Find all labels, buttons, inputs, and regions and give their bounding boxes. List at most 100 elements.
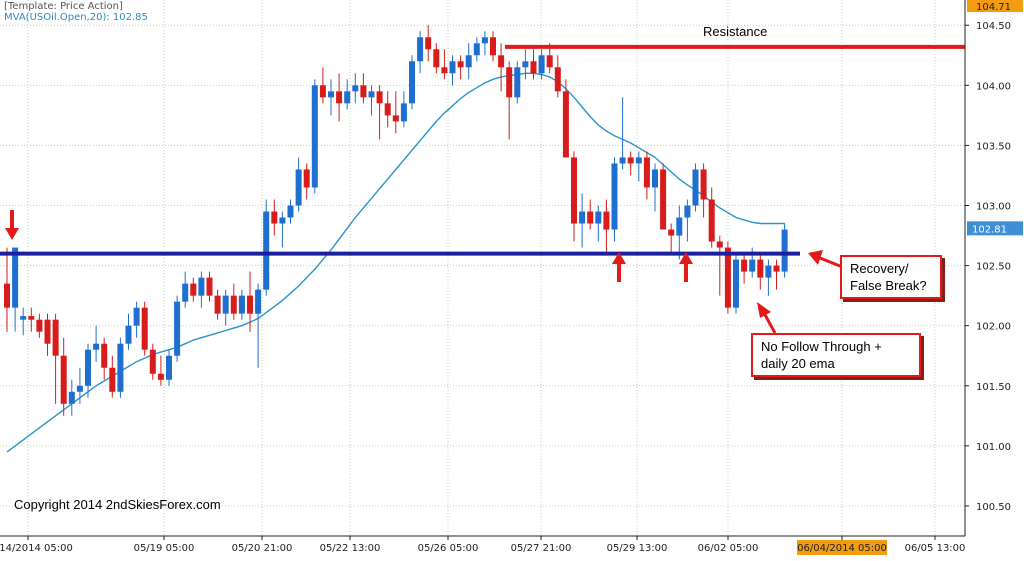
candle-bearish <box>52 313 59 404</box>
candle-body <box>384 103 391 116</box>
candle-bearish <box>643 151 650 200</box>
recovery-callout: Recovery/ False Break? <box>840 255 942 299</box>
candle-bearish <box>562 79 569 158</box>
candle-bearish <box>271 199 278 236</box>
candle-bullish <box>344 79 351 110</box>
top-price-badge <box>967 0 1023 12</box>
candle-body <box>279 217 286 224</box>
candle-body <box>490 37 496 56</box>
candle-bullish <box>635 151 642 182</box>
candle-body <box>360 85 367 98</box>
candle-body <box>684 205 691 218</box>
candlestick-series <box>4 25 788 416</box>
candle-body <box>28 316 35 320</box>
candle-body <box>85 349 91 386</box>
candle-bearish <box>303 163 310 200</box>
candle-body <box>749 259 756 272</box>
arrow-head <box>612 252 626 264</box>
arrow-head <box>5 228 19 240</box>
indicator-label: MVA(USOil.Open,20): 102.85 <box>4 12 148 23</box>
candle-body <box>449 61 456 74</box>
candle-bearish <box>190 277 197 302</box>
candle-body <box>700 169 707 200</box>
candle-body <box>595 211 602 224</box>
candle-body <box>773 265 780 272</box>
candle-bullish <box>465 43 472 80</box>
candle-body <box>93 343 100 350</box>
candle-bearish <box>660 163 667 230</box>
candle-bearish <box>392 91 399 134</box>
candle-body <box>765 265 772 278</box>
candle-bullish <box>263 199 270 296</box>
candle-bearish <box>206 271 213 302</box>
candle-body <box>214 295 221 314</box>
candle-bullish <box>174 295 181 362</box>
candle-body <box>473 43 480 56</box>
candle-body <box>554 67 561 92</box>
candle-bullish <box>417 31 424 74</box>
candle-body <box>400 103 407 122</box>
candle-body <box>4 283 10 308</box>
candle-bearish <box>571 151 577 242</box>
candle-body <box>425 37 432 50</box>
candle-bearish <box>376 85 383 140</box>
candle-bearish <box>506 61 513 140</box>
candle-bullish <box>222 289 229 326</box>
candle-bearish <box>741 253 748 284</box>
candle-bullish <box>352 73 359 104</box>
current-price-label: 102.81 <box>972 224 1007 235</box>
candle-body <box>506 67 513 98</box>
candle-bearish <box>708 187 715 248</box>
candle-bullish <box>12 247 19 332</box>
candle-bearish <box>773 259 780 290</box>
candle-body <box>271 211 278 224</box>
candle-body <box>295 169 302 206</box>
x-tick-label: 05/14/2014 05:00 <box>0 543 73 554</box>
candle-bearish <box>149 343 156 380</box>
candle-body <box>587 211 594 224</box>
candle-bullish <box>522 49 529 80</box>
x-tick-label: 05/19 05:00 <box>134 543 195 554</box>
x-tick-label: 06/02 05:00 <box>698 543 759 554</box>
candle-bearish <box>4 247 10 332</box>
candle-bullish <box>133 301 140 338</box>
candle-bearish <box>457 55 464 80</box>
candle-bullish <box>328 79 334 116</box>
candle-bullish <box>684 199 691 242</box>
arrow-down-start <box>5 210 19 240</box>
y-tick-label: 104.00 <box>976 81 1011 92</box>
candle-bearish <box>336 73 343 122</box>
candle-body <box>76 385 83 392</box>
candle-bullish <box>166 349 172 386</box>
candle-body <box>255 289 262 314</box>
candle-body <box>522 61 529 68</box>
recovery-callout-line2: False Break? <box>850 278 927 293</box>
y-tick-label: 101.00 <box>976 442 1011 453</box>
y-tick-label: 103.50 <box>976 141 1011 152</box>
candle-bearish <box>44 313 51 356</box>
candle-bullish <box>311 79 318 194</box>
candle-body <box>311 85 318 188</box>
follow-through-callout-line2: daily 20 ema <box>761 356 835 371</box>
candle-bearish <box>716 235 723 296</box>
candle-body <box>117 343 124 392</box>
x-tick-label: 05/20 21:00 <box>232 543 293 554</box>
candle-body <box>417 37 424 62</box>
candle-body <box>741 259 748 272</box>
candle-bullish <box>295 157 302 212</box>
candle-bullish <box>473 37 480 62</box>
candle-bullish <box>579 193 586 248</box>
candle-body <box>668 229 675 236</box>
candle-body <box>174 301 181 356</box>
candle-bearish <box>360 73 367 104</box>
candle-bullish <box>279 211 286 248</box>
candle-body <box>198 277 205 296</box>
candle-bullish <box>117 337 124 398</box>
candle-bearish <box>384 91 391 128</box>
candle-bearish <box>554 55 561 98</box>
candle-body <box>133 307 140 326</box>
candle-bullish <box>449 55 456 86</box>
candle-body <box>433 49 440 68</box>
candle-bullish <box>611 157 618 242</box>
